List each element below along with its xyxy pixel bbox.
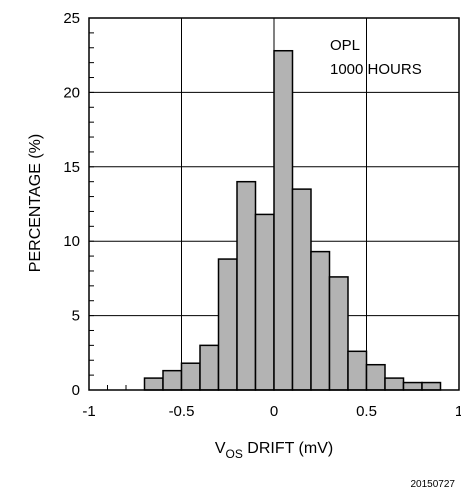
x-tick-label-3: 0.5 xyxy=(356,403,377,420)
x-tick-label-0: -1 xyxy=(82,403,95,420)
y-tick-label-4: 20 xyxy=(63,84,80,101)
bar-4 xyxy=(217,258,238,391)
figure-code: 20150727 xyxy=(411,479,456,490)
bar-9 xyxy=(310,250,331,391)
y-axis-label: PERCENTAGE (%) xyxy=(27,134,44,272)
y-tick-label-3: 15 xyxy=(63,159,80,176)
x-axis-label-rest: DRIFT (mV) xyxy=(243,440,333,457)
bar-8 xyxy=(291,188,312,391)
x-axis-label: VOS DRIFT (mV) xyxy=(215,440,333,461)
x-tick-label-1: -0.5 xyxy=(169,403,195,420)
histogram-bars xyxy=(143,49,442,391)
axis-ticks xyxy=(88,17,460,391)
x-tick-label-2: 0 xyxy=(270,403,278,420)
bar-7 xyxy=(273,49,294,391)
annotation-line-2: 1000 HOURS xyxy=(330,61,422,78)
y-tick-label-2: 10 xyxy=(63,233,80,250)
bar-1 xyxy=(162,369,183,391)
y-tick-label-0: 0 xyxy=(72,382,80,399)
x-tick-label-4: 1 xyxy=(455,403,461,420)
bar-3 xyxy=(199,344,220,391)
bar-5 xyxy=(236,180,257,391)
bar-10 xyxy=(328,276,349,391)
bar-6 xyxy=(254,213,275,391)
bar-15 xyxy=(421,381,442,391)
y-tick-label-1: 5 xyxy=(72,308,80,325)
y-tick-label-5: 25 xyxy=(63,10,80,27)
bar-13 xyxy=(384,377,405,391)
x-axis-label-subscript: OS xyxy=(225,447,242,461)
y-tick-labels: 0 5 10 15 20 25 xyxy=(63,10,80,399)
bar-0 xyxy=(143,377,164,391)
annotation-line-1: OPL xyxy=(330,37,360,54)
bar-2 xyxy=(180,362,201,391)
bar-14 xyxy=(402,381,423,391)
bar-12 xyxy=(365,363,386,391)
x-tick-labels: -1 -0.5 0 0.5 1 xyxy=(82,403,461,420)
x-axis-label-main: V xyxy=(215,440,226,457)
bar-11 xyxy=(347,350,368,391)
